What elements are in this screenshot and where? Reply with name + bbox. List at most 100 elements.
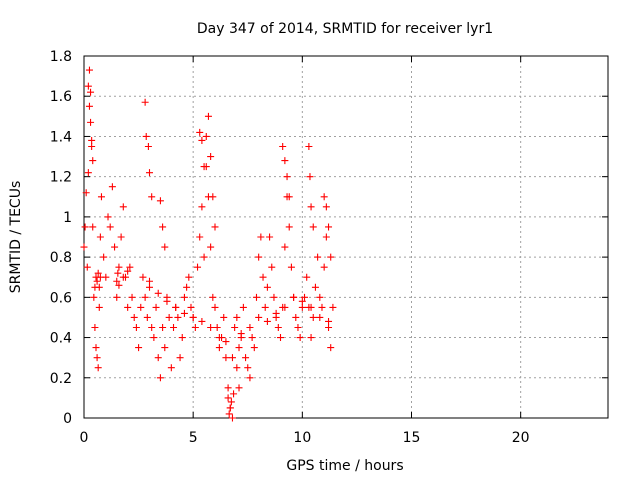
data-point (325, 317, 333, 325)
data-point (104, 213, 112, 221)
y-tick-label: 1.6 (50, 89, 72, 105)
data-point (309, 313, 317, 321)
x-tick-label: 5 (189, 430, 198, 446)
data-point (85, 102, 93, 110)
x-tick-label: 0 (80, 430, 89, 446)
data-point (287, 263, 295, 271)
data-point (88, 143, 96, 150)
data-point (294, 324, 302, 331)
data-point (178, 334, 186, 342)
data-point (90, 293, 98, 301)
data-point (257, 233, 265, 241)
x-axis-label: GPS time / hours (286, 458, 403, 474)
data-point (89, 223, 97, 231)
data-point (209, 293, 217, 301)
data-point (194, 263, 202, 271)
y-tick-label: 0.2 (50, 371, 72, 387)
data-point (94, 364, 102, 372)
data-point (85, 66, 93, 74)
data-point (270, 293, 278, 301)
data-point (88, 136, 96, 144)
data-point (126, 263, 134, 271)
data-point (83, 263, 91, 271)
y-tick-label: 0.4 (50, 331, 72, 347)
data-point (237, 330, 245, 338)
data-point (207, 153, 215, 161)
data-point (146, 277, 153, 285)
data-point (124, 267, 132, 275)
data-point (202, 132, 210, 140)
data-point (94, 269, 102, 277)
data-point (113, 277, 121, 285)
data-point (290, 293, 298, 301)
data-point (231, 324, 239, 331)
data-point (191, 324, 199, 331)
data-point (154, 354, 162, 362)
y-tick-label: 0 (63, 411, 72, 427)
data-point (325, 324, 333, 331)
data-point (146, 169, 153, 177)
data-point (146, 283, 153, 291)
data-point (159, 223, 167, 231)
data-point (263, 283, 271, 291)
data-point (303, 273, 311, 281)
data-point (329, 303, 337, 311)
data-point (272, 309, 280, 317)
data-point (246, 374, 254, 382)
data-point (211, 223, 219, 231)
data-point (143, 313, 151, 321)
data-point (198, 317, 206, 325)
data-point (135, 344, 143, 352)
data-point (228, 414, 236, 422)
data-point (298, 297, 306, 305)
data-point (161, 344, 169, 352)
data-point (222, 338, 230, 346)
data-point (248, 334, 256, 342)
data-point (144, 143, 152, 150)
data-point (250, 344, 258, 352)
data-point (311, 283, 319, 291)
data-point (81, 223, 89, 231)
data-point (301, 293, 309, 301)
data-point (255, 313, 263, 321)
data-point (320, 263, 328, 271)
y-tick-label: 0.6 (50, 290, 72, 306)
data-point (316, 313, 324, 321)
data-point (307, 303, 315, 311)
data-point (180, 309, 188, 317)
data-point (189, 313, 197, 321)
data-point (137, 303, 145, 311)
data-point (220, 313, 228, 321)
data-point (108, 183, 116, 191)
grid (84, 56, 608, 418)
data-point (152, 303, 160, 311)
data-point (322, 203, 330, 211)
data-point (327, 253, 335, 261)
data-point (115, 263, 123, 271)
data-point (242, 354, 250, 362)
data-point (305, 143, 313, 150)
data-point (230, 390, 238, 398)
data-point (215, 334, 223, 342)
data-point (233, 364, 241, 372)
data-point (106, 223, 114, 231)
data-point (207, 243, 215, 251)
data-point (281, 243, 289, 251)
x-tick-label: 15 (403, 430, 421, 446)
data-point (274, 324, 282, 331)
data-point (224, 384, 232, 392)
data-point (95, 303, 103, 311)
data-point (154, 289, 162, 297)
data-point (244, 364, 252, 372)
data-point (165, 313, 173, 321)
data-point (261, 303, 269, 311)
plot-frame (83, 55, 609, 419)
data-point (222, 354, 230, 362)
data-point (279, 143, 287, 150)
data-point (156, 197, 164, 205)
data-point (93, 354, 101, 362)
data-point (89, 157, 97, 165)
data-point (283, 173, 291, 181)
y-tick-label: 1.8 (50, 49, 72, 65)
